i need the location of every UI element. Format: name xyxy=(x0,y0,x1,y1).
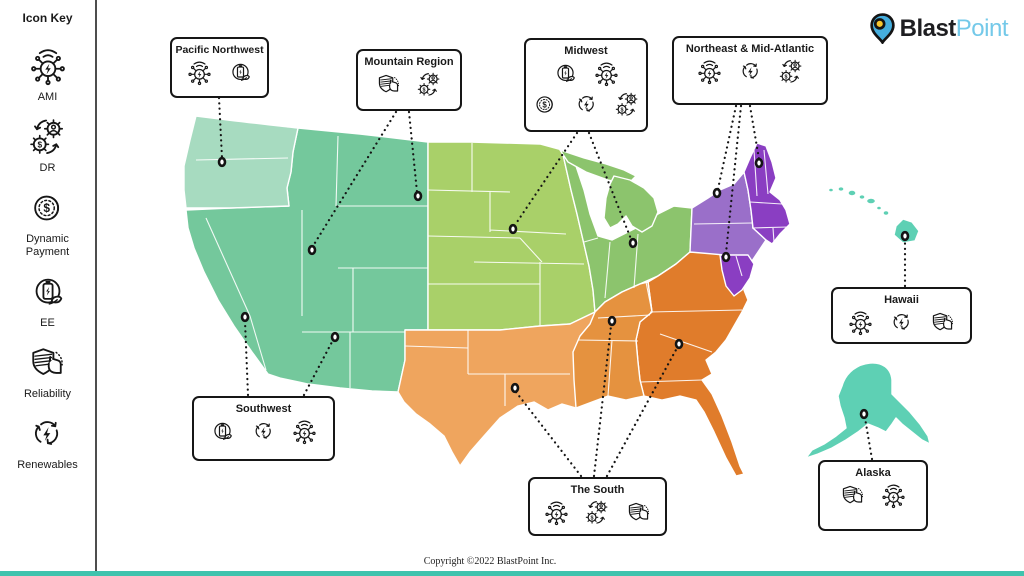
key-item-ami: AMI xyxy=(26,44,70,104)
callout-southwest: Southwest xyxy=(192,396,335,461)
callout-hawaii: Hawaii xyxy=(831,287,972,344)
callout-midwest: Midwest xyxy=(524,38,648,132)
ami-icon xyxy=(846,308,875,337)
ee-icon xyxy=(226,58,255,87)
ami-icon xyxy=(592,59,621,88)
key-label: AMI xyxy=(37,91,58,103)
ami-icon xyxy=(542,498,571,527)
callout-mountain-region: Mountain Region xyxy=(356,49,462,111)
renewables-icon xyxy=(249,417,278,446)
key-item-dr: DR xyxy=(26,115,70,175)
region-title: The South xyxy=(570,484,625,496)
dr-icon xyxy=(583,498,612,527)
dr-icon xyxy=(26,115,70,159)
region-alaska-shape xyxy=(805,362,931,459)
region-icons xyxy=(531,57,642,119)
blastpoint-logo: Blast Point xyxy=(869,13,1009,44)
key-item-renewables: Renewables xyxy=(17,412,78,472)
renewables-icon xyxy=(736,57,765,86)
region-title: Pacific Northwest xyxy=(175,44,264,56)
leader-lines xyxy=(217,96,907,478)
ee-icon xyxy=(551,59,580,88)
reliability-icon xyxy=(25,341,69,385)
key-item-reliability: Reliability xyxy=(24,341,71,401)
region-pacific-northwest-shape xyxy=(183,115,299,209)
renewables-icon xyxy=(887,308,916,337)
region-michigan-upper-shape xyxy=(559,149,637,185)
map-pins xyxy=(217,156,910,420)
icon-key-title: Icon Key xyxy=(22,11,73,25)
ami-icon xyxy=(26,44,70,88)
logo-pin-icon xyxy=(869,13,895,44)
dr-icon xyxy=(777,57,806,86)
key-label: Dynamic Payment xyxy=(25,233,70,258)
dr-icon xyxy=(415,70,444,99)
callout-northeast-mid-atlantic: Northeast & Mid-Atlantic xyxy=(672,36,828,105)
key-item-ee: EE xyxy=(26,270,70,330)
logo-text-blast: Blast xyxy=(899,14,957,42)
dynamic-payment-icon xyxy=(26,186,70,230)
ee-icon xyxy=(26,270,70,314)
key-label: EE xyxy=(40,317,55,329)
callout-alaska: Alaska xyxy=(818,460,928,531)
key-label: Renewables xyxy=(17,459,78,471)
region-mid-atlantic-shape xyxy=(719,254,755,297)
region-icons xyxy=(542,496,653,527)
region-title: Hawaii xyxy=(884,294,919,306)
region-title: Northeast & Mid-Atlantic xyxy=(685,43,815,55)
region-title: Mountain Region xyxy=(364,56,454,68)
ami-icon xyxy=(695,57,724,86)
region-title: Midwest xyxy=(564,45,608,57)
ee-icon xyxy=(208,417,237,446)
key-item-dynamic-payment: Dynamic Payment xyxy=(11,186,85,259)
reliability-icon xyxy=(928,308,957,337)
dr-icon xyxy=(613,90,642,119)
renewables-icon xyxy=(25,412,69,456)
copyright-text: Copyright ©2022 BlastPoint Inc. xyxy=(423,556,557,567)
ami-icon xyxy=(879,481,908,510)
icon-key-sidebar: Icon Key AMI DR Dynamic Payment EE Relia… xyxy=(0,0,97,571)
key-label: Reliability xyxy=(23,388,72,400)
ami-icon xyxy=(290,417,319,446)
callout-the-south: The South xyxy=(528,477,667,536)
region-michigan-mitten-shape xyxy=(603,175,659,233)
ami-icon xyxy=(185,58,214,87)
callout-pacific-northwest: Pacific Northwest xyxy=(170,37,269,98)
region-icons xyxy=(695,55,806,86)
reliability-icon xyxy=(624,498,653,527)
bottom-accent-bar xyxy=(0,571,1024,576)
renewables-icon xyxy=(572,90,601,119)
region-hawaii-shape xyxy=(827,185,920,244)
region-icons xyxy=(846,306,957,337)
logo-text-point: Point xyxy=(955,14,1009,42)
dynamic-payment-icon xyxy=(531,90,560,119)
reliability-icon xyxy=(838,481,867,510)
state-borders xyxy=(195,135,789,406)
region-icons xyxy=(374,68,444,99)
reliability-icon xyxy=(374,70,403,99)
region-title: Southwest xyxy=(235,403,292,415)
key-label: DR xyxy=(39,162,56,174)
region-icons xyxy=(208,415,319,446)
region-icons xyxy=(185,56,255,87)
region-south-mid-shape xyxy=(572,281,653,409)
region-icons xyxy=(838,479,908,510)
region-title: Alaska xyxy=(855,467,891,479)
